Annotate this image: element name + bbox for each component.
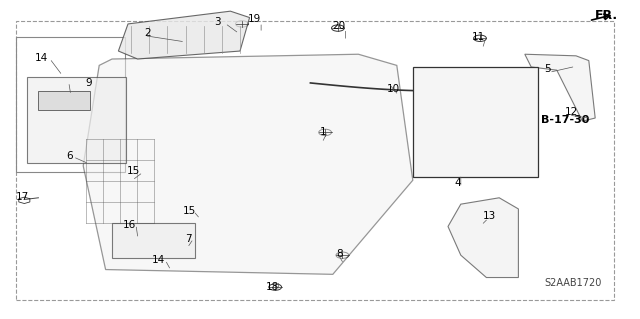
Bar xyxy=(16,37,125,172)
Text: 13: 13 xyxy=(483,211,496,221)
Text: 15: 15 xyxy=(127,166,140,176)
Text: 17: 17 xyxy=(16,192,29,202)
Text: 7: 7 xyxy=(186,234,192,244)
Polygon shape xyxy=(525,54,595,121)
Text: 5: 5 xyxy=(544,63,550,74)
Text: 18: 18 xyxy=(266,282,278,292)
Text: 3: 3 xyxy=(214,17,221,27)
Bar xyxy=(112,223,195,258)
Text: 20: 20 xyxy=(333,21,346,31)
Text: 8: 8 xyxy=(336,249,342,259)
Text: 9: 9 xyxy=(85,78,92,88)
Text: 4: 4 xyxy=(454,178,461,189)
Text: 14: 14 xyxy=(152,255,165,265)
Text: 6: 6 xyxy=(66,151,72,161)
Polygon shape xyxy=(83,54,413,274)
Bar xyxy=(38,91,90,110)
Bar xyxy=(27,77,126,163)
Text: 12: 12 xyxy=(565,107,578,117)
Text: 14: 14 xyxy=(35,53,48,63)
Bar xyxy=(16,21,614,300)
Text: 1: 1 xyxy=(320,127,326,137)
Text: 10: 10 xyxy=(387,84,400,94)
Text: S2AAB1720: S2AAB1720 xyxy=(544,278,602,288)
Text: FR.: FR. xyxy=(595,9,618,22)
Text: B-17-30: B-17-30 xyxy=(541,115,589,125)
Text: 19: 19 xyxy=(248,14,261,24)
Text: 11: 11 xyxy=(472,32,485,42)
Bar xyxy=(413,67,538,177)
Text: 16: 16 xyxy=(124,220,136,230)
Polygon shape xyxy=(118,11,250,59)
Text: 2: 2 xyxy=(144,28,150,39)
Text: 15: 15 xyxy=(183,205,196,216)
Polygon shape xyxy=(448,198,518,278)
